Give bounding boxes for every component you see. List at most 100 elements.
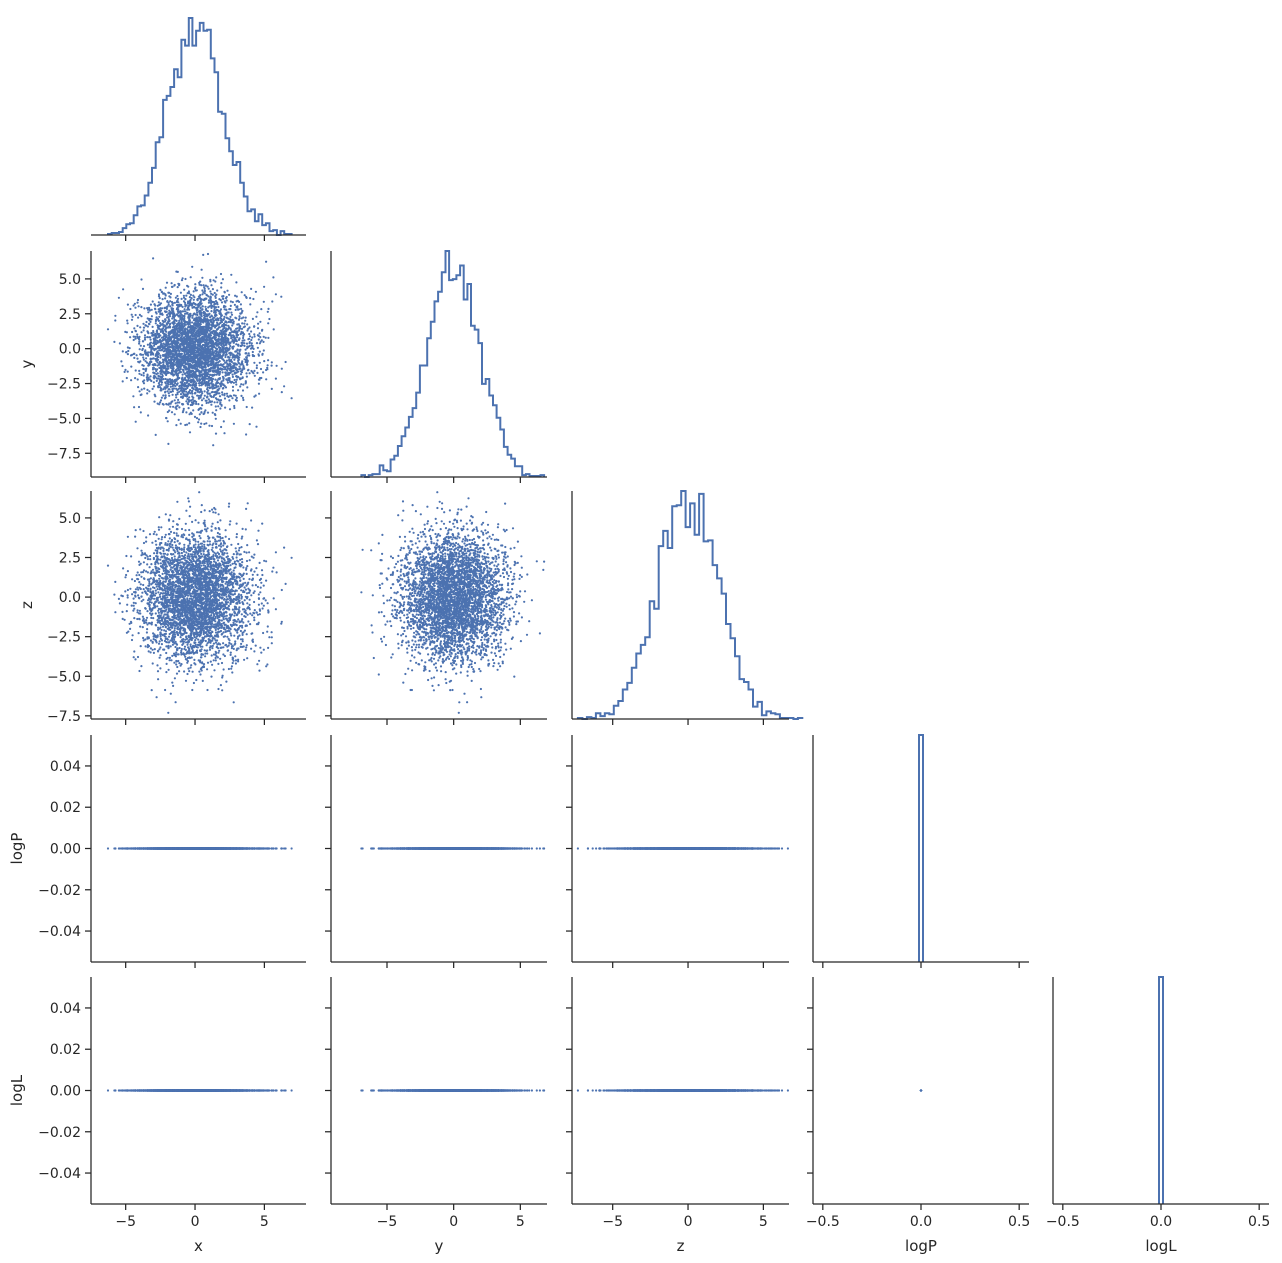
scatter-point: [205, 362, 208, 365]
scatter-point: [217, 335, 221, 338]
scatter-point: [185, 395, 188, 398]
scatter-point: [134, 329, 137, 332]
scatter-point: [197, 394, 201, 397]
scatter-point: [179, 327, 182, 330]
scatter-point: [211, 380, 214, 383]
scatter-point: [214, 397, 218, 400]
scatter-point: [253, 335, 256, 338]
scatter-point: [216, 289, 219, 292]
scatter-point: [142, 322, 145, 325]
scatter-point: [183, 314, 186, 317]
scatter-point: [181, 318, 184, 321]
scatter-point: [168, 295, 171, 298]
scatter-point: [245, 363, 249, 366]
scatter-point: [209, 299, 212, 302]
scatter-point: [253, 374, 256, 377]
scatter-point: [174, 352, 177, 355]
scatter-point: [206, 285, 209, 288]
scatter-point: [251, 406, 254, 409]
scatter-point: [223, 340, 226, 343]
scatter-point: [211, 508, 214, 511]
scatter-point: [210, 403, 213, 406]
scatter-point: [200, 320, 203, 323]
scatter-point: [186, 337, 189, 340]
scatter-point: [165, 384, 168, 387]
scatter-point: [259, 646, 262, 649]
scatter-point: [267, 307, 270, 310]
scatter-point: [186, 329, 190, 332]
scatter-point: [146, 374, 149, 377]
scatter-point: [189, 300, 192, 303]
scatter-point: [214, 405, 217, 408]
scatter-point: [167, 353, 170, 356]
scatter-point: [175, 379, 178, 382]
scatter-point: [171, 371, 174, 374]
scatter-point: [170, 556, 174, 560]
scatter-point: [256, 346, 259, 349]
scatter-point: [223, 344, 226, 347]
scatter-point: [166, 420, 169, 423]
scatter-point: [206, 339, 209, 342]
scatter-point: [171, 355, 174, 358]
scatter-point: [230, 360, 233, 363]
scatter-point: [225, 359, 229, 362]
scatter-point: [130, 604, 133, 607]
scatter-point: [200, 407, 203, 410]
scatter-point: [232, 422, 235, 425]
scatter-point: [254, 290, 257, 293]
scatter-point: [229, 363, 232, 366]
scatter-point: [198, 384, 201, 387]
scatter-point: [216, 317, 219, 321]
scatter-point: [270, 364, 273, 367]
scatter-point: [197, 349, 200, 352]
scatter-point: [144, 360, 147, 363]
scatter-point: [192, 344, 195, 347]
scatter-point: [168, 343, 171, 346]
scatter-point: [213, 330, 216, 333]
scatter-point: [240, 291, 243, 294]
scatter-point: [266, 366, 269, 369]
scatter-point: [203, 316, 206, 320]
scatter-point: [246, 323, 249, 326]
scatter-point: [220, 380, 223, 383]
scatter-point: [185, 411, 188, 414]
scatter-point: [262, 371, 265, 374]
scatter-point: [218, 298, 221, 301]
scatter-point: [223, 397, 227, 400]
scatter-point: [178, 376, 181, 380]
scatter-point: [225, 350, 228, 353]
scatter-point: [203, 348, 207, 351]
scatter-point: [187, 407, 190, 410]
scatter-point: [179, 371, 182, 374]
scatter-point: [235, 330, 238, 333]
scatter-point: [177, 387, 180, 390]
scatter-point: [214, 384, 217, 387]
scatter-point: [142, 374, 145, 377]
scatter-point: [163, 358, 166, 361]
scatter-point: [234, 398, 237, 401]
scatter-point: [183, 319, 186, 322]
scatter-point: [214, 631, 218, 634]
scatter-point: [207, 361, 210, 364]
scatter-point: [253, 609, 256, 612]
y-tick-label: −5.0: [47, 411, 81, 427]
scatter-point: [164, 377, 167, 381]
scatter-point: [264, 336, 267, 339]
scatter-point: [147, 322, 151, 325]
scatter-point: [232, 353, 235, 356]
scatter-point: [230, 311, 233, 314]
scatter-point: [167, 392, 170, 395]
scatter-point: [219, 363, 222, 367]
scatter-point: [187, 326, 190, 329]
scatter-point: [169, 311, 172, 314]
scatter-point: [193, 330, 196, 333]
scatter-point: [206, 252, 210, 256]
scatter-point: [126, 319, 129, 322]
scatter-point: [217, 552, 221, 556]
scatter-point: [221, 295, 224, 298]
scatter-point: [161, 319, 164, 322]
scatter-point: [156, 304, 159, 307]
scatter-point: [260, 308, 263, 311]
scatter-point: [162, 388, 165, 391]
